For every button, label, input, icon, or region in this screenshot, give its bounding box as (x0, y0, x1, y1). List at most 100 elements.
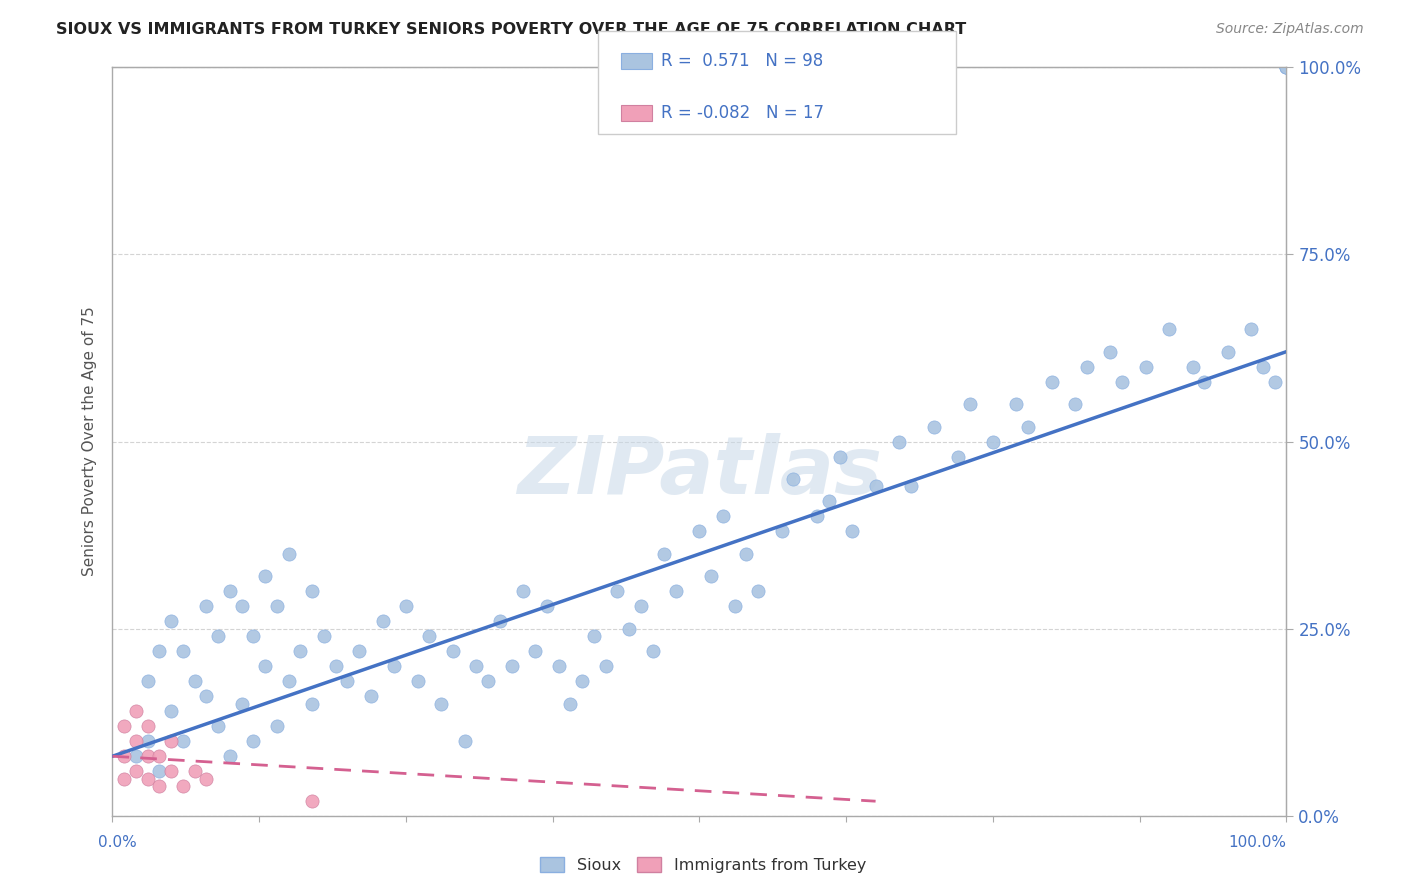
Point (406, 674, 429, 689)
Text: SIOUX VS IMMIGRANTS FROM TURKEY SENIORS POVERTY OVER THE AGE OF 75 CORRELATION C: SIOUX VS IMMIGRANTS FROM TURKEY SENIORS … (56, 22, 966, 37)
Point (242, 734, 264, 748)
Point (547, 659, 569, 673)
Text: 0.0%: 0.0% (98, 836, 138, 850)
Point (219, 749, 242, 764)
Point (112, 719, 135, 733)
Point (1064, 397, 1087, 411)
Point (1111, 375, 1133, 389)
Point (347, 644, 370, 658)
Point (1194, 375, 1216, 389)
Point (231, 599, 253, 614)
Point (301, 794, 323, 808)
Point (641, 644, 664, 658)
Point (136, 734, 159, 748)
Point (981, 434, 1004, 449)
Point (290, 644, 312, 658)
Point (1275, 60, 1298, 74)
Point (112, 772, 135, 786)
Point (453, 734, 475, 748)
Point (606, 584, 628, 599)
Point (1135, 359, 1157, 374)
Point (195, 690, 218, 704)
Point (959, 397, 981, 411)
Point (195, 772, 218, 786)
Point (172, 734, 194, 748)
Point (125, 704, 148, 718)
Point (571, 674, 593, 689)
Point (395, 599, 418, 614)
Point (418, 629, 440, 643)
Text: 100.0%: 100.0% (1229, 836, 1286, 850)
Point (1275, 60, 1298, 74)
Point (360, 690, 382, 704)
Point (266, 719, 288, 733)
Point (136, 772, 159, 786)
Point (865, 479, 887, 493)
Point (382, 659, 405, 673)
Point (1275, 60, 1298, 74)
Point (312, 629, 335, 643)
Point (136, 719, 159, 733)
Point (724, 599, 747, 614)
Point (183, 674, 205, 689)
Point (254, 569, 277, 583)
Point (1040, 375, 1063, 389)
Point (1099, 344, 1122, 359)
Point (301, 697, 323, 711)
Point (595, 659, 617, 673)
Point (1181, 359, 1204, 374)
Point (148, 644, 170, 658)
Point (148, 779, 170, 793)
Point (477, 674, 499, 689)
Legend: Sioux, Immigrants from Turkey: Sioux, Immigrants from Turkey (534, 851, 872, 880)
Point (136, 674, 159, 689)
Point (219, 584, 242, 599)
Point (501, 659, 523, 673)
Point (1251, 359, 1274, 374)
Point (617, 622, 640, 636)
Point (1076, 359, 1098, 374)
Point (160, 615, 183, 629)
Point (582, 629, 605, 643)
Point (148, 749, 170, 764)
Point (183, 764, 205, 779)
Point (1240, 322, 1263, 336)
Point (1275, 60, 1298, 74)
Text: R =  0.571   N = 98: R = 0.571 N = 98 (661, 52, 823, 70)
Point (1005, 397, 1028, 411)
Point (1017, 419, 1039, 434)
Point (946, 450, 969, 464)
Point (160, 764, 183, 779)
Point (700, 569, 723, 583)
Point (430, 697, 453, 711)
Point (125, 734, 148, 748)
Point (900, 479, 922, 493)
Point (782, 472, 804, 486)
Point (371, 615, 394, 629)
Point (924, 419, 946, 434)
Point (689, 524, 711, 539)
Point (524, 644, 547, 658)
Text: Source: ZipAtlas.com: Source: ZipAtlas.com (1216, 22, 1364, 37)
Point (735, 547, 758, 561)
Point (652, 547, 675, 561)
Point (301, 584, 323, 599)
Point (441, 644, 464, 658)
Point (770, 524, 793, 539)
Point (207, 719, 229, 733)
Point (242, 629, 264, 643)
Point (806, 509, 828, 524)
Point (630, 599, 652, 614)
Point (711, 509, 734, 524)
Point (207, 629, 229, 643)
Point (1264, 375, 1286, 389)
Point (277, 547, 299, 561)
Point (512, 584, 534, 599)
Point (136, 749, 159, 764)
Point (747, 584, 769, 599)
Point (172, 779, 194, 793)
Point (817, 494, 839, 508)
Point (277, 674, 299, 689)
Text: ZIPatlas: ZIPatlas (517, 433, 882, 510)
Point (160, 704, 183, 718)
